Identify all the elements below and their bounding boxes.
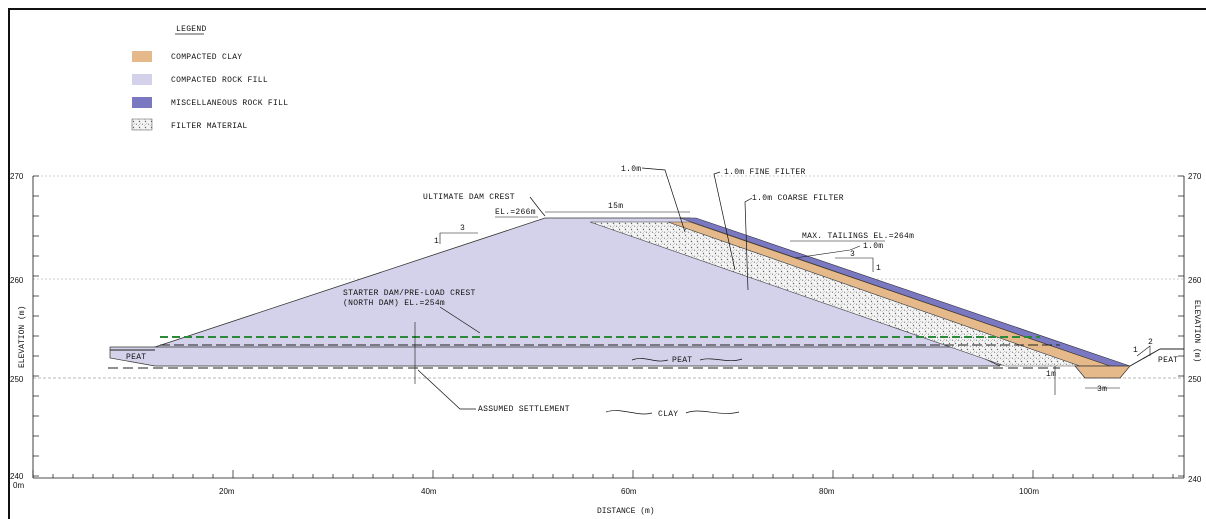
x-tick-100: 100m xyxy=(1019,487,1039,496)
clay-label: CLAY xyxy=(658,410,678,419)
max-tailings-label: MAX. TAILINGS EL.=264m xyxy=(802,232,914,241)
legend-label-compacted-clay: COMPACTED CLAY xyxy=(171,53,242,62)
y-axis-label-left: ELEVATION (m) xyxy=(18,306,27,368)
y-tick-right-270: 270 xyxy=(1188,172,1202,181)
starter-dam-label-1: STARTER DAM/PRE-LOAD CREST xyxy=(343,289,476,298)
y-axis-label-right: ELEVATION (m) xyxy=(1192,300,1201,362)
slope-left-3: 3 xyxy=(460,224,465,233)
x-tick-80: 80m xyxy=(819,487,835,496)
y-tick-right-240: 240 xyxy=(1188,475,1202,484)
assumed-settlement-label: ASSUMED SETTLEMENT xyxy=(478,405,570,414)
y-tick-right-250: 250 xyxy=(1188,375,1202,384)
toe-width-label: 3m xyxy=(1097,385,1107,394)
legend-label-filter-material: FILTER MATERIAL xyxy=(171,122,248,131)
peat-right-label: PEAT xyxy=(1158,356,1178,365)
axis-frame xyxy=(32,175,1185,479)
peat-left-label: PEAT xyxy=(126,353,146,362)
clay-width-label: 1.0m xyxy=(863,242,883,251)
right-ground xyxy=(1129,348,1161,367)
annotations: ULTIMATE DAM CREST EL.=266m 15m 1.0m 1.0… xyxy=(126,165,1178,419)
peat-center-label: PEAT xyxy=(672,356,692,365)
ultimate-crest-label: ULTIMATE DAM CREST xyxy=(423,193,515,202)
dam-body xyxy=(109,217,1131,379)
coarse-filter-label: 1.0m COARSE FILTER xyxy=(752,194,844,203)
y-tick-right-260: 260 xyxy=(1188,276,1202,285)
slope-left-1: 1 xyxy=(434,237,439,246)
toe-depth-label: 1m xyxy=(1046,370,1056,379)
legend-swatch-filter-material xyxy=(131,118,153,131)
x-axis-label: DISTANCE (m) xyxy=(597,507,655,516)
fine-filter-label: 1.0m FINE FILTER xyxy=(724,168,806,177)
legend-swatch-compacted-rock-fill xyxy=(132,74,152,85)
legend: LEGEND COMPACTED CLAY COMPACTED ROCK FIL… xyxy=(131,25,288,131)
x-tick-60: 60m xyxy=(621,487,637,496)
legend-swatch-misc-rock-fill xyxy=(132,97,152,108)
legend-label-compacted-rock-fill: COMPACTED ROCK FILL xyxy=(171,76,268,85)
ultimate-crest-el-label: EL.=266m xyxy=(495,208,536,217)
slope-toe-2: 2 xyxy=(1148,338,1153,347)
y-tick-left-260: 260 xyxy=(10,276,24,285)
y-tick-left-250: 250 xyxy=(10,375,24,384)
fine-filter-width-label: 1.0m xyxy=(621,165,641,174)
starter-dam-base xyxy=(109,346,1001,367)
starter-dam-label-2: (NORTH DAM) EL.=254m xyxy=(343,299,445,308)
slope-right-3: 3 xyxy=(850,250,855,259)
y-tick-left-270: 270 xyxy=(10,172,24,181)
slope-toe-1: 1 xyxy=(1133,346,1138,355)
legend-label-misc-rock-fill: MISCELLANEOUS ROCK FILL xyxy=(171,99,288,108)
x-tick-20: 20m xyxy=(219,487,235,496)
toe-key xyxy=(1074,365,1131,379)
x-tick-0: 0m xyxy=(13,481,24,490)
slope-right-1: 1 xyxy=(876,264,881,273)
legend-title: LEGEND xyxy=(176,25,207,34)
legend-swatch-compacted-clay xyxy=(132,51,152,62)
crest-width-label: 15m xyxy=(608,202,623,211)
y-tick-left-240: 240 xyxy=(10,472,24,481)
x-tick-40: 40m xyxy=(421,487,437,496)
drawing-frame xyxy=(8,8,1206,519)
